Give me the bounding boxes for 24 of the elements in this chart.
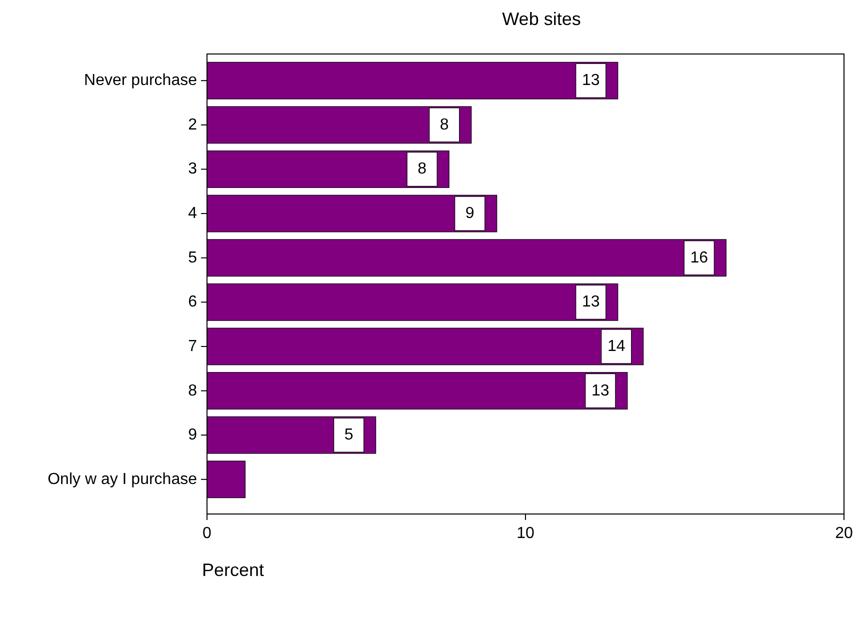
data-label: 13 <box>592 382 610 400</box>
y-tick-label: Only w ay I purchase <box>48 470 198 488</box>
x-tick-label: 0 <box>202 525 212 542</box>
data-label: 9 <box>465 205 474 222</box>
data-label: 8 <box>440 116 449 134</box>
y-tick-label: 9 <box>188 426 198 444</box>
y-tick-label: 7 <box>188 338 198 355</box>
chart-title: Web sites <box>502 9 581 29</box>
y-tick-label: 5 <box>188 249 198 266</box>
data-label: 5 <box>344 426 354 444</box>
y-tick-label: 2 <box>188 116 198 134</box>
data-label: 8 <box>418 160 427 178</box>
x-axis-title: Percent <box>202 560 264 580</box>
y-tick-label: 6 <box>188 294 198 311</box>
x-tick-label: 20 <box>835 525 853 542</box>
data-label: 16 <box>690 249 708 266</box>
data-label: 14 <box>607 338 626 355</box>
data-label: 13 <box>582 294 600 311</box>
y-tick-label: 8 <box>188 382 198 400</box>
x-tick-label: 10 <box>516 525 534 542</box>
data-label: 13 <box>582 72 600 90</box>
y-tick-label: Never purchase <box>84 72 198 90</box>
y-tick-label: 4 <box>188 205 198 222</box>
y-tick-label: 3 <box>188 160 198 178</box>
